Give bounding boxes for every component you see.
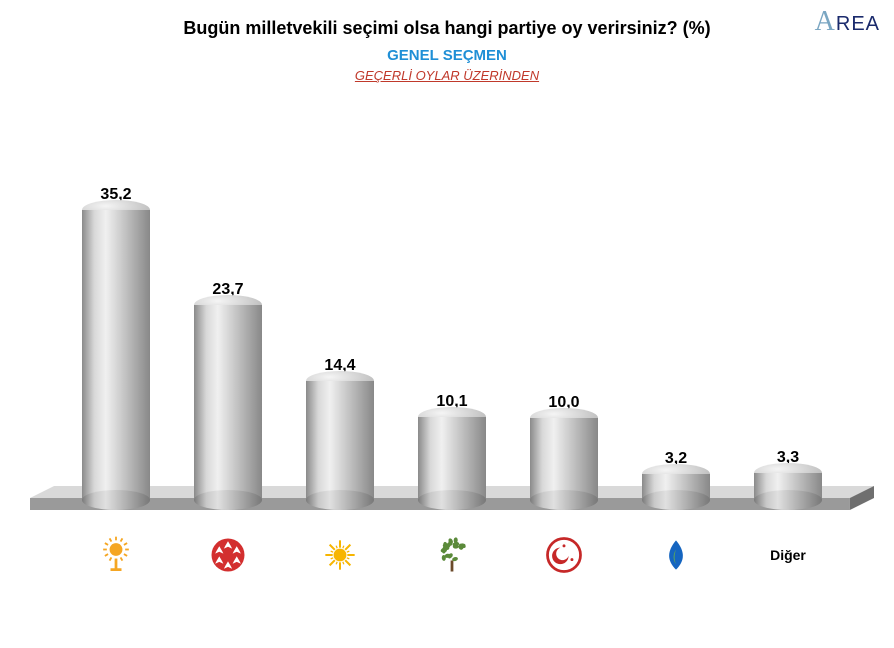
bar-cylinder xyxy=(82,210,150,500)
mhp-icon xyxy=(542,533,586,577)
bar-slot: 3,2 xyxy=(620,450,732,500)
hdp-icon xyxy=(430,533,474,577)
cylinder-body xyxy=(530,418,598,500)
cylinder-body xyxy=(194,305,262,500)
cylinder-body xyxy=(418,417,486,500)
bar-slot: 10,0 xyxy=(508,394,620,500)
bars-row: 35,2 23,7 14,4 10,1 10,0 xyxy=(50,180,854,500)
bar-slot: 23,7 xyxy=(172,281,284,500)
bar-cylinder xyxy=(530,418,598,500)
cylinder-bottom xyxy=(418,490,486,510)
deva-icon xyxy=(654,533,698,577)
subtitle-1: GENEL SEÇMEN xyxy=(0,47,894,64)
brand-logo: AREA xyxy=(815,6,880,38)
x-label xyxy=(60,520,172,590)
question-title: Bugün milletvekili seçimi olsa hangi par… xyxy=(0,18,894,39)
bar-cylinder xyxy=(418,417,486,500)
bar-chart: 35,2 23,7 14,4 10,1 10,0 xyxy=(50,160,854,590)
x-label: Diğer xyxy=(732,520,844,590)
x-label xyxy=(508,520,620,590)
x-label-text: Diğer xyxy=(770,547,806,563)
x-label xyxy=(396,520,508,590)
cylinder-bottom xyxy=(194,490,262,510)
cylinder-bottom xyxy=(530,490,598,510)
bar-cylinder xyxy=(306,381,374,500)
iyi-icon xyxy=(318,533,362,577)
bar-slot: 10,1 xyxy=(396,393,508,500)
logo-prefix: A xyxy=(815,6,836,37)
x-label xyxy=(172,520,284,590)
akp-icon xyxy=(94,533,138,577)
cylinder-bottom xyxy=(82,490,150,510)
cylinder-bottom xyxy=(642,490,710,510)
bar-cylinder xyxy=(754,473,822,500)
subtitle-2: GEÇERLİ OYLAR ÜZERİNDEN xyxy=(0,68,894,83)
x-axis-labels: Diğer xyxy=(50,520,854,590)
logo-rest: REA xyxy=(836,13,880,35)
title-block: Bugün milletvekili seçimi olsa hangi par… xyxy=(0,18,894,83)
x-label xyxy=(284,520,396,590)
bar-cylinder xyxy=(194,305,262,500)
cylinder-body xyxy=(82,210,150,500)
bar-slot: 3,3 xyxy=(732,449,844,500)
chp-icon xyxy=(206,533,250,577)
bar-cylinder xyxy=(642,474,710,500)
cylinder-bottom xyxy=(306,490,374,510)
cylinder-body xyxy=(306,381,374,500)
bar-slot: 14,4 xyxy=(284,357,396,500)
x-label xyxy=(620,520,732,590)
bar-slot: 35,2 xyxy=(60,186,172,500)
cylinder-bottom xyxy=(754,490,822,510)
